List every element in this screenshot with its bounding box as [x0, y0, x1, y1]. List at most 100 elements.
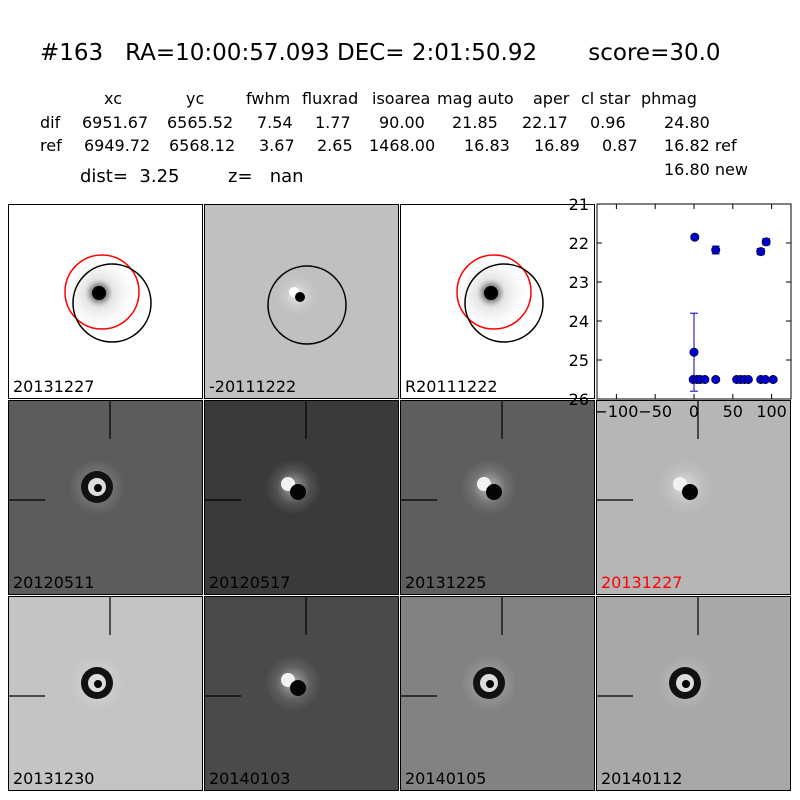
data-point: [761, 237, 771, 247]
dist-value: 3.25: [139, 166, 180, 187]
image-panel: 20140103: [204, 596, 399, 791]
panel-date-label: 20140112: [601, 769, 683, 788]
row-label-dif: dif: [40, 113, 61, 132]
dist-label: dist=: [80, 166, 128, 187]
aperture-circle: [267, 265, 347, 345]
ref-value: 6568.12: [169, 136, 236, 155]
dist-readout: dist= 3.25: [80, 166, 179, 187]
dif-value: 22.17: [522, 113, 568, 132]
ref-value: 3.67: [259, 136, 295, 155]
stamp-image: [401, 597, 594, 790]
ref-value: 16.82 ref: [664, 136, 737, 155]
data-point: [689, 347, 699, 357]
stamp-image: [9, 401, 202, 594]
panel-date-label: 20131227: [13, 377, 95, 396]
column-header: fwhm: [246, 89, 291, 108]
column-header: mag auto: [437, 89, 514, 108]
ref-value: 16.89: [534, 136, 580, 155]
image-panel: 20120517: [204, 400, 399, 595]
image-panel: 20120511: [8, 400, 203, 595]
x-tick-label: 50: [723, 402, 743, 421]
panel-date-label: 20120517: [209, 573, 291, 592]
residual-core: [94, 484, 102, 492]
ref-value: 1468.00: [369, 136, 436, 155]
y-tick-label: 21: [569, 195, 589, 214]
data-point: [711, 245, 721, 255]
aperture-circle: [464, 263, 544, 343]
data-point: [768, 374, 778, 384]
ref-aperture-circle: [64, 254, 140, 330]
dif-value: 0.96: [590, 113, 626, 132]
x-tick-label: −50: [638, 402, 672, 421]
source-core: [484, 286, 498, 300]
y-tick-label: 25: [569, 351, 589, 370]
stamp-image: [401, 401, 594, 594]
column-header: isoarea: [372, 89, 431, 108]
panel-date-label: 20131225: [405, 573, 487, 592]
y-tick-label: 22: [569, 234, 589, 253]
aperture-circle: [72, 263, 152, 343]
data-point: [760, 374, 770, 384]
data-point: [700, 374, 710, 384]
panel-date-label: 20140105: [405, 769, 487, 788]
column-header: phmag: [641, 89, 697, 108]
x-tick-label: 100: [756, 402, 787, 421]
x-tick-label: 0: [689, 402, 699, 421]
page-title: #163 RA=10:00:57.093 DEC= 2:01:50.92 sco…: [40, 40, 721, 66]
y-tick-label: 23: [569, 273, 589, 292]
dif-value: 21.85: [452, 113, 498, 132]
dif-value: 1.77: [315, 113, 351, 132]
row-label-ref: ref: [40, 136, 62, 155]
x-tick-label: −100: [594, 402, 638, 421]
dif-value: 6565.52: [167, 113, 234, 132]
ref-aperture-circle: [456, 254, 532, 330]
z-label: z=: [228, 166, 253, 187]
stamp-image: [401, 205, 594, 398]
panel-date-label: 20120511: [13, 573, 95, 592]
data-point: [743, 374, 753, 384]
residual-core: [486, 680, 494, 688]
residual-negative: [486, 484, 502, 500]
image-panel: 20131227: [596, 400, 791, 595]
image-panel: 20131225: [400, 400, 595, 595]
residual-core: [94, 680, 102, 688]
data-point: [756, 247, 766, 257]
stamp-image: [9, 205, 202, 398]
stamp-image: [597, 401, 790, 594]
residual-negative: [682, 484, 698, 500]
z-value: nan: [269, 166, 304, 187]
data-point: [690, 232, 700, 242]
image-panel: 20140112: [596, 596, 791, 791]
image-panel: 20131227: [8, 204, 203, 399]
residual-negative: [290, 680, 306, 696]
dif-value: 7.54: [257, 113, 293, 132]
image-panel: R20111222: [400, 204, 595, 399]
dif-value: 6951.67: [82, 113, 149, 132]
dif-value: 90.00: [379, 113, 425, 132]
stamp-image: [597, 597, 790, 790]
image-panel: -20111222: [204, 204, 399, 399]
z-readout: z= nan: [228, 166, 304, 187]
image-panel: 20140105: [400, 596, 595, 791]
residual-negative: [295, 292, 305, 302]
panel-date-label: 20140103: [209, 769, 291, 788]
panel-date-label: 20131227: [601, 573, 683, 592]
ref-value: 2.65: [317, 136, 353, 155]
residual-core: [682, 680, 690, 688]
ref-value: 0.87: [602, 136, 638, 155]
stamp-image: [205, 205, 398, 398]
stamp-image: [9, 597, 202, 790]
panel-date-label: 20131230: [13, 769, 95, 788]
data-point: [711, 374, 721, 384]
panel-date-label: R20111222: [405, 377, 498, 396]
image-panel: 20131230: [8, 596, 203, 791]
phmag-new-value: 16.80 new: [664, 160, 748, 179]
stamp-image: [205, 597, 398, 790]
y-tick-label: 24: [569, 312, 589, 331]
column-header: fluxrad: [302, 89, 359, 108]
stamp-image: [205, 401, 398, 594]
y-tick-label: 26: [569, 390, 589, 409]
column-header: aper: [533, 89, 570, 108]
column-header: cl star: [581, 89, 631, 108]
